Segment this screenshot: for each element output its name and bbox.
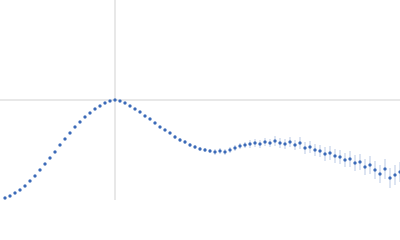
data-point bbox=[63, 137, 67, 141]
data-point bbox=[323, 152, 327, 156]
data-point bbox=[203, 148, 207, 152]
data-point bbox=[268, 141, 272, 145]
data-point bbox=[128, 104, 132, 108]
data-point bbox=[303, 146, 307, 150]
data-point bbox=[228, 148, 232, 152]
data-point bbox=[53, 150, 57, 154]
data-point bbox=[378, 172, 382, 176]
data-point bbox=[298, 141, 302, 145]
data-point bbox=[233, 146, 237, 150]
data-point bbox=[313, 148, 317, 152]
data-point bbox=[18, 188, 22, 192]
data-point bbox=[153, 121, 157, 125]
data-point bbox=[3, 196, 7, 200]
data-point bbox=[308, 145, 312, 149]
data-point bbox=[28, 179, 32, 183]
data-point bbox=[73, 125, 77, 129]
data-point bbox=[43, 162, 47, 166]
data-point bbox=[248, 142, 252, 146]
data-point bbox=[48, 156, 52, 160]
data-point bbox=[178, 138, 182, 142]
data-point bbox=[258, 142, 262, 146]
data-point bbox=[373, 168, 377, 172]
data-point bbox=[148, 117, 152, 121]
data-point bbox=[328, 151, 332, 155]
data-point bbox=[173, 135, 177, 139]
data-point bbox=[138, 110, 142, 114]
data-point bbox=[103, 101, 107, 105]
data-point bbox=[288, 140, 292, 144]
data-point bbox=[113, 98, 117, 102]
data-point bbox=[383, 167, 387, 171]
data-point bbox=[8, 194, 12, 198]
data-point bbox=[193, 145, 197, 149]
data-point bbox=[188, 143, 192, 147]
data-point bbox=[93, 107, 97, 111]
data-point bbox=[293, 143, 297, 147]
data-point bbox=[358, 160, 362, 164]
data-point bbox=[243, 143, 247, 147]
data-point bbox=[118, 99, 122, 103]
data-point bbox=[33, 174, 37, 178]
data-point bbox=[183, 140, 187, 144]
data-point bbox=[253, 141, 257, 145]
data-point bbox=[158, 125, 162, 129]
data-point bbox=[88, 111, 92, 115]
data-point bbox=[208, 149, 212, 153]
data-point bbox=[388, 176, 392, 180]
data-point bbox=[363, 165, 367, 169]
data-point bbox=[218, 149, 222, 153]
data-point bbox=[278, 141, 282, 145]
data-point bbox=[213, 150, 217, 154]
data-point bbox=[348, 157, 352, 161]
data-point bbox=[368, 163, 372, 167]
data-point bbox=[198, 147, 202, 151]
data-point bbox=[78, 120, 82, 124]
data-point bbox=[393, 173, 397, 177]
data-point bbox=[163, 128, 167, 132]
data-point bbox=[283, 142, 287, 146]
data-point bbox=[98, 104, 102, 108]
data-point bbox=[343, 158, 347, 162]
chart bbox=[0, 0, 400, 200]
data-point bbox=[83, 115, 87, 119]
data-point bbox=[38, 168, 42, 172]
data-point bbox=[58, 143, 62, 147]
data-point bbox=[238, 144, 242, 148]
data-point bbox=[338, 155, 342, 159]
data-point bbox=[318, 149, 322, 153]
data-point bbox=[353, 161, 357, 165]
data-point bbox=[68, 131, 72, 135]
data-point bbox=[143, 114, 147, 118]
data-point bbox=[263, 140, 267, 144]
data-point bbox=[133, 107, 137, 111]
data-point bbox=[108, 99, 112, 103]
data-point bbox=[333, 154, 337, 158]
data-point bbox=[23, 184, 27, 188]
data-point bbox=[123, 101, 127, 105]
data-point bbox=[13, 191, 17, 195]
data-point bbox=[168, 131, 172, 135]
data-point bbox=[273, 139, 277, 143]
data-point bbox=[223, 150, 227, 154]
